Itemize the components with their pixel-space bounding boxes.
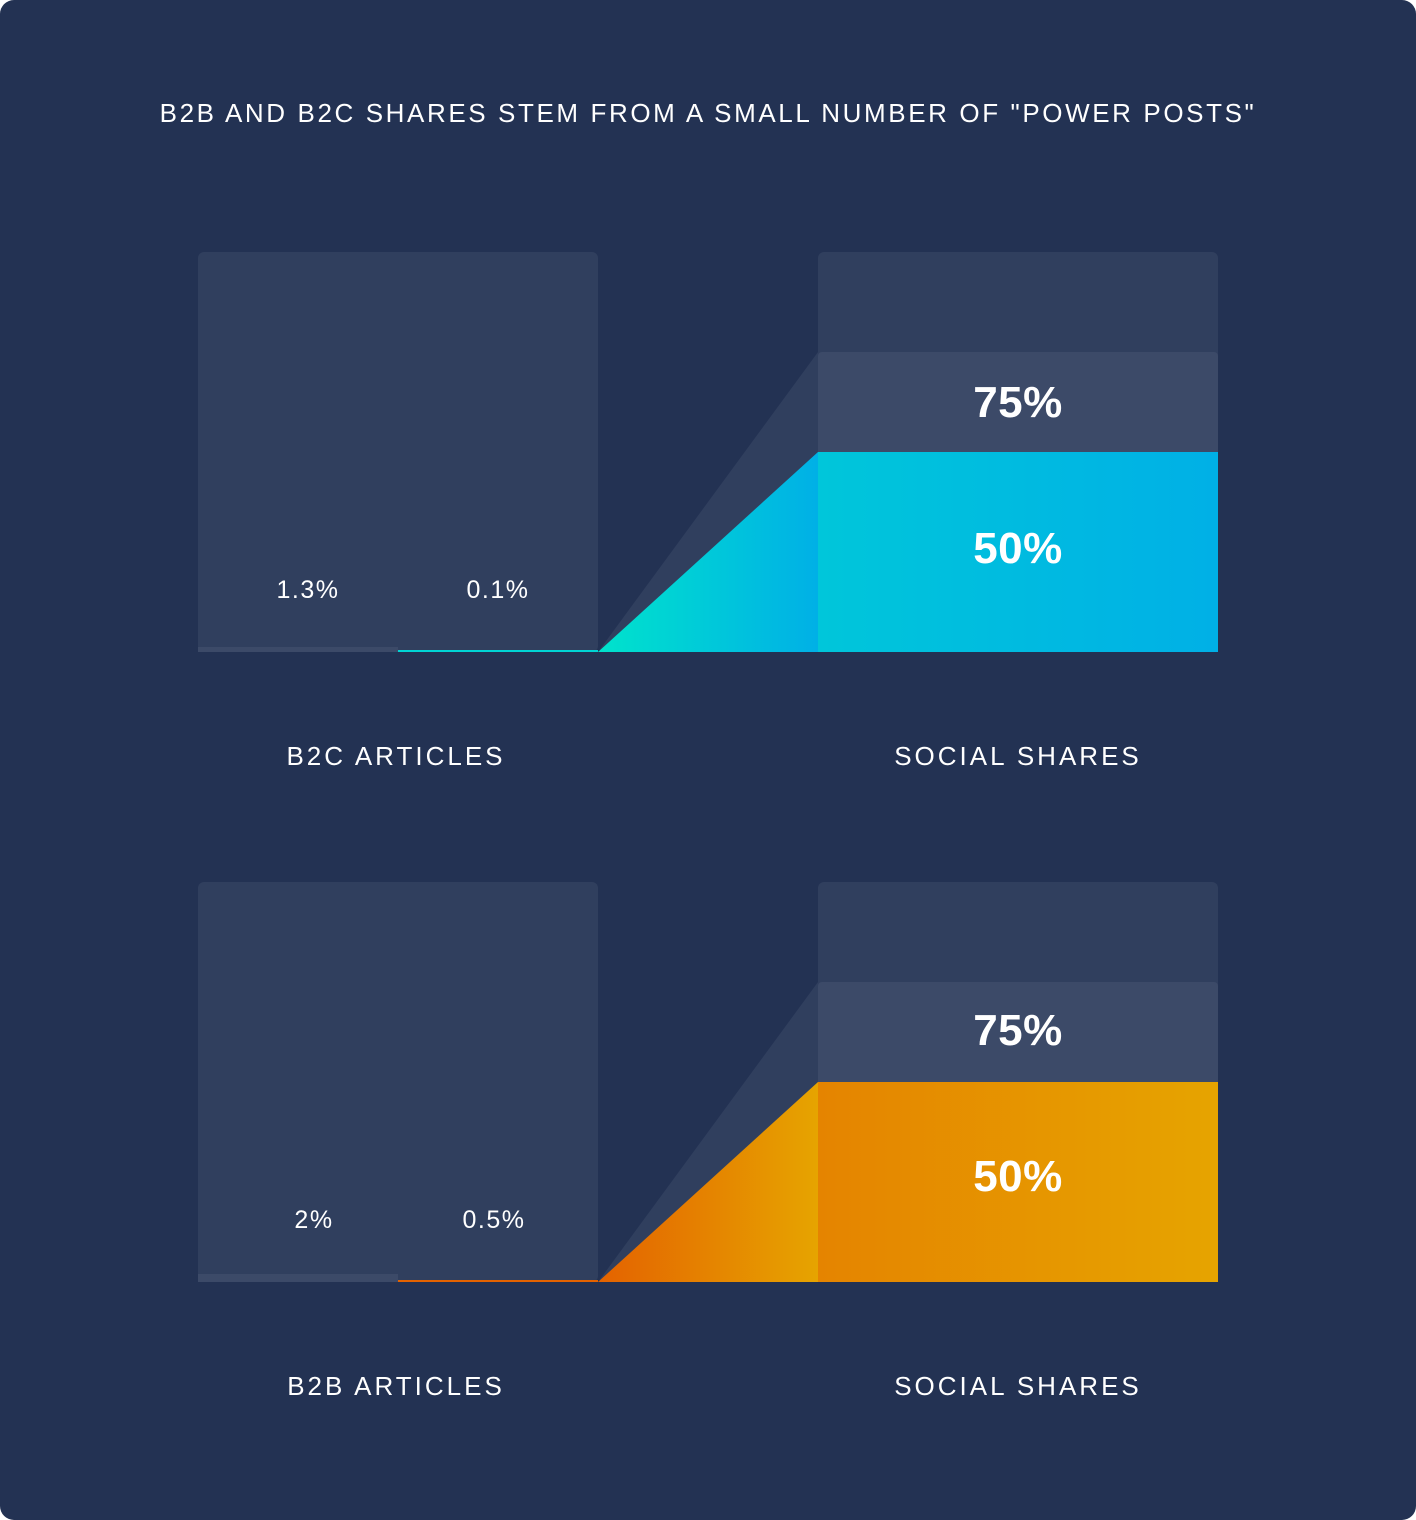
b2b-chart-graphic [198,882,1218,1282]
b2c-chart-graphic [198,252,1218,652]
b2c-articles-box [198,252,598,652]
b2b-articles-strip-2 [398,1280,598,1282]
b2b-shares-band-50 [818,1082,1218,1282]
b2c-shares-value-50: 50% [973,524,1063,573]
b2c-shares-band-50 [818,452,1218,652]
b2c-shares-value-75: 75% [973,378,1063,427]
b2b-connector-50 [598,1082,818,1282]
b2b-articles-value-2: 0.5% [462,1206,526,1234]
b2c-articles-label: B2C ARTICLES [286,741,506,771]
b2b-shares-label: SOCIAL SHARES [894,1371,1142,1401]
b2c-panel: 1.3% 0.1% 75% 50% B2C ARTICLES SOCIAL SH… [0,0,1416,771]
b2c-articles-strip-1 [198,647,398,652]
chart-title: B2B AND B2C SHARES STEM FROM A SMALL NUM… [159,98,1257,128]
b2b-articles-value-1: 2% [294,1206,334,1234]
b2b-shares-value-75: 75% [973,1006,1063,1055]
b2c-articles-value-2: 0.1% [466,576,530,604]
b2c-shares-band-75 [818,352,1218,452]
b2c-articles-value-1: 1.3% [276,576,340,604]
b2b-panel: 2% 0.5% 75% 50% B2B ARTICLES SOCIAL SHAR… [0,630,1416,1401]
b2c-articles-strip-2 [398,650,598,652]
b2b-shares-band-75 [818,982,1218,1082]
b2b-articles-strip-1 [198,1274,398,1282]
b2c-shares-label: SOCIAL SHARES [894,741,1142,771]
b2b-shares-value-50: 50% [973,1152,1063,1201]
b2c-connector-50 [598,452,818,652]
b2b-articles-box [198,882,598,1282]
b2b-articles-label: B2B ARTICLES [287,1371,505,1401]
